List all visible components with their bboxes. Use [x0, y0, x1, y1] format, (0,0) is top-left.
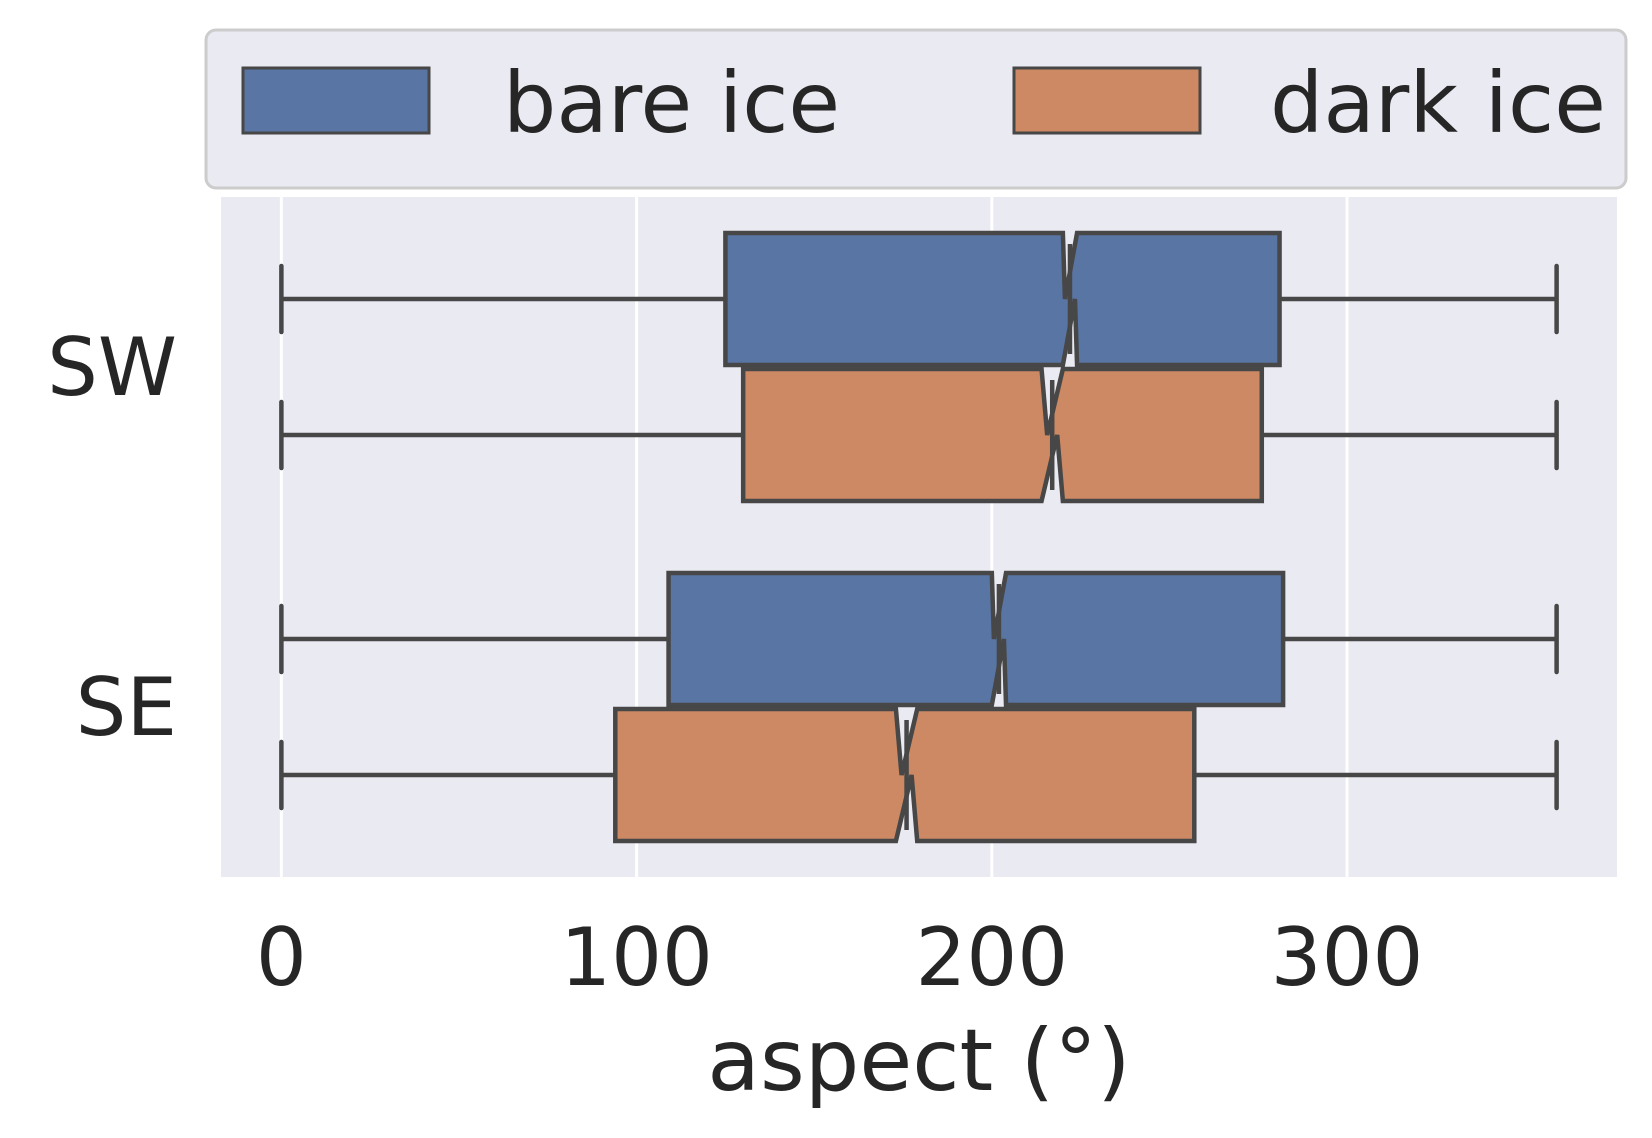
x-tick-label: 0 [256, 911, 307, 1004]
legend: bare ice dark ice [204, 28, 1628, 190]
x-tick-label: 300 [1271, 911, 1424, 1004]
legend-label: bare ice [503, 54, 840, 152]
box [723, 230, 1282, 368]
y-axis: SW SE [47, 321, 177, 754]
x-tick-label: 200 [915, 911, 1068, 1004]
legend-label: dark ice [1270, 54, 1606, 152]
x-axis-label: aspect (°) [707, 1011, 1130, 1111]
x-tick-label: 100 [560, 911, 713, 1004]
box [740, 366, 1265, 504]
box [666, 570, 1286, 708]
legend-swatch [241, 66, 431, 135]
legend-frame [204, 28, 1628, 190]
y-tick-label: SW [47, 321, 177, 414]
box-group [279, 230, 1559, 844]
legend-swatch [1012, 66, 1202, 135]
y-tick-label: SE [76, 661, 177, 754]
x-axis: 0 100 200 300 [256, 911, 1423, 1004]
